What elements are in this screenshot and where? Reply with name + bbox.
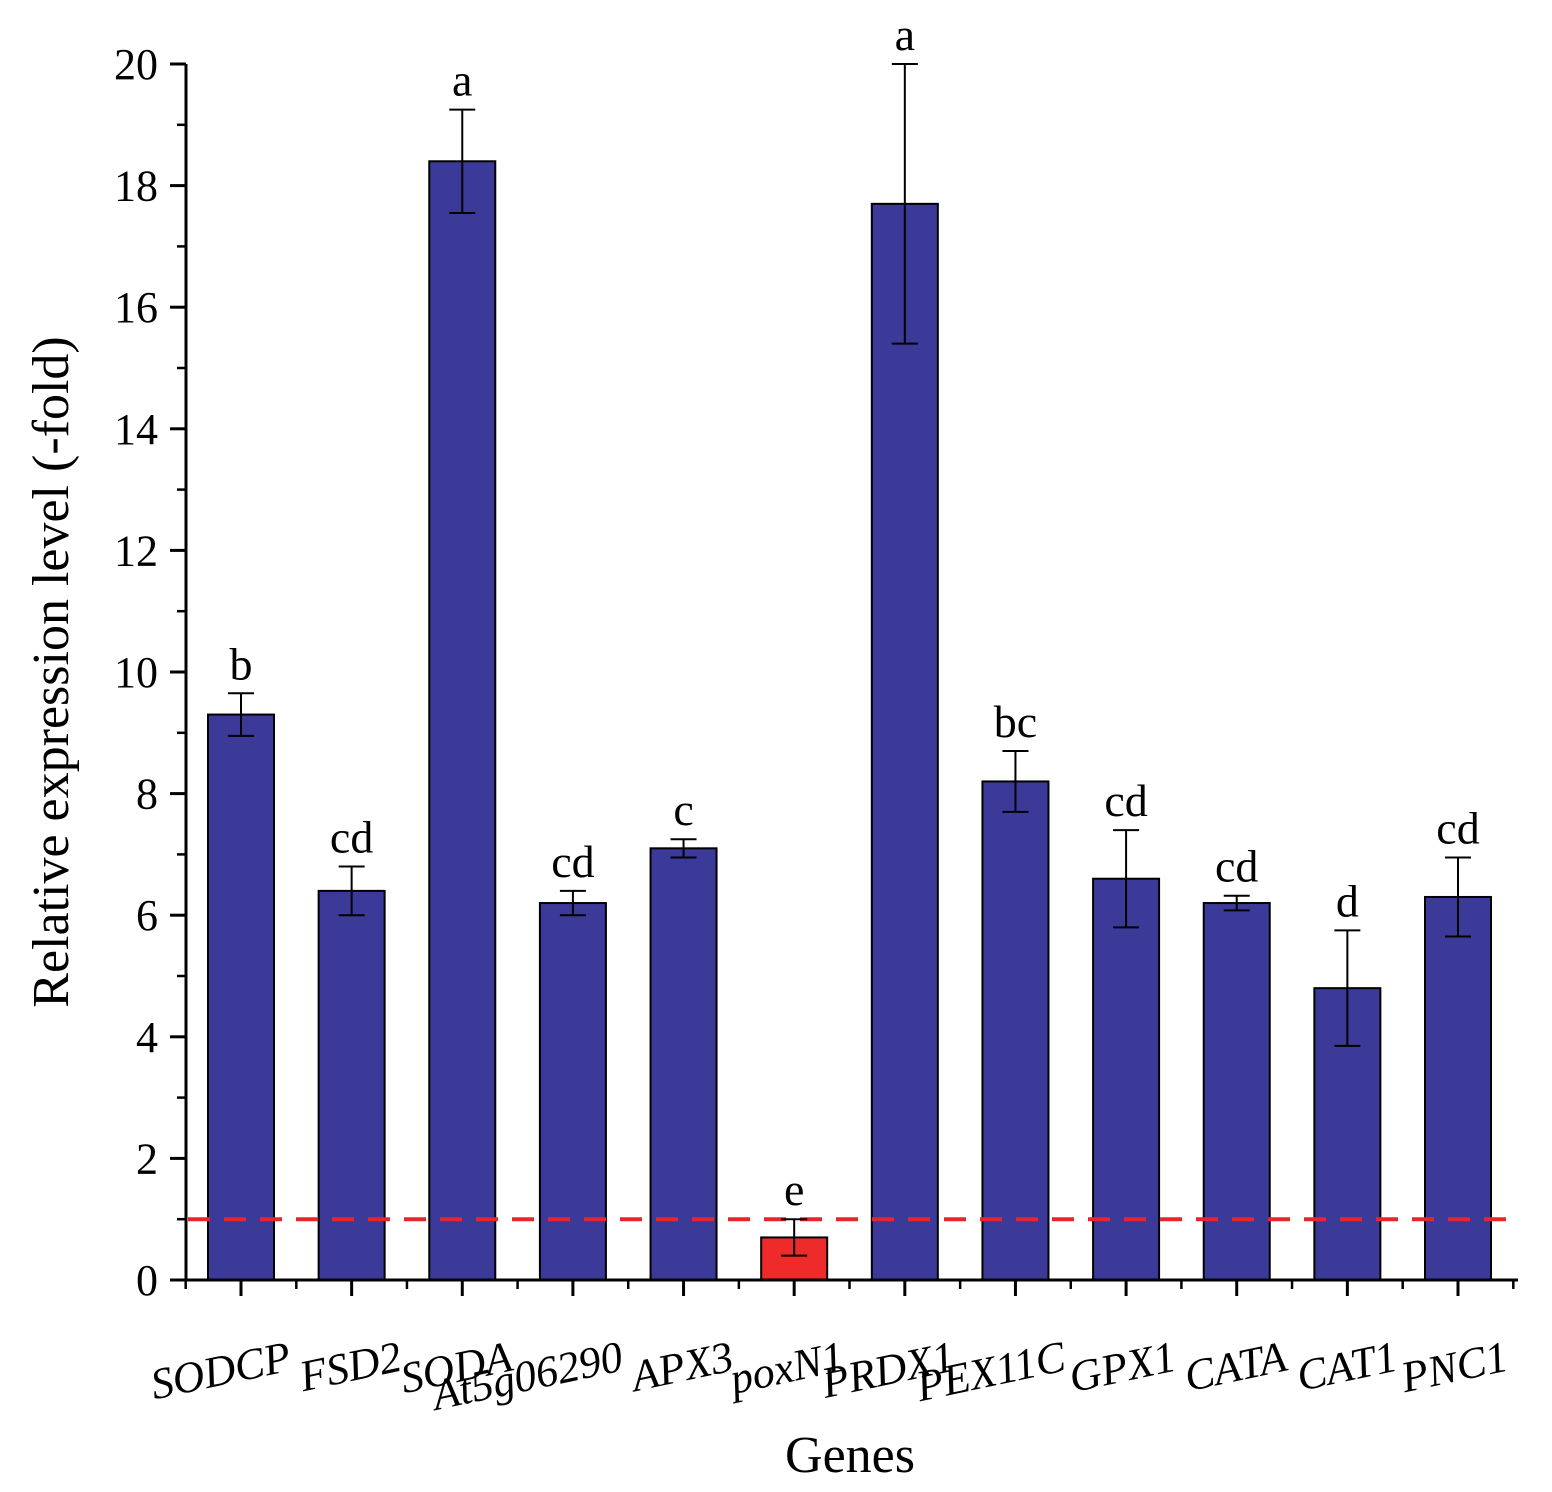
y-tick-label: 6: [136, 891, 158, 940]
y-tick-label: 0: [136, 1256, 158, 1305]
error-bar: [449, 108, 476, 214]
bars-layer: [207, 160, 1492, 1282]
bar-apx3: [649, 847, 718, 1281]
bar-gpx1: [1092, 877, 1161, 1281]
y-tick-label: 8: [136, 770, 158, 819]
y-tick-label: 2: [136, 1134, 158, 1183]
bar-fsd2: [317, 889, 386, 1281]
bar-pnc1: [1424, 895, 1492, 1282]
significance-label: cd: [1436, 802, 1479, 853]
bar-sodcp: [207, 713, 275, 1281]
x-category-label: APX3: [624, 1332, 738, 1402]
significance-label: cd: [330, 812, 373, 863]
x-category-label: GPX1: [1065, 1332, 1180, 1402]
x-category-label: SODCP: [146, 1332, 295, 1409]
significance-label: b: [230, 638, 253, 689]
error-bar: [1223, 894, 1250, 912]
y-tick-label: 20: [114, 40, 158, 89]
error-bar: [781, 1218, 808, 1257]
bar-at5g06290: [538, 902, 607, 1281]
significance-label: c: [673, 784, 693, 835]
error-bar: [1445, 856, 1471, 938]
bar-cata: [1202, 902, 1271, 1281]
significance-label: a: [895, 9, 915, 60]
y-tick-label: 4: [136, 1013, 158, 1062]
significance-label: cd: [551, 836, 594, 887]
x-category-label: CATA: [1180, 1332, 1292, 1402]
y-tick-label: 10: [114, 648, 158, 697]
y-axis-title: Relative expression level (-fold): [23, 336, 80, 1007]
significance-label: d: [1336, 875, 1359, 926]
y-tick-label: 14: [114, 405, 158, 454]
significance-label: cd: [1215, 841, 1258, 892]
error-bar: [891, 63, 918, 345]
error-bar: [559, 889, 586, 917]
x-category-label: FSD2: [294, 1332, 406, 1401]
bar-pex11c: [981, 780, 1050, 1281]
significance-label: cd: [1104, 775, 1147, 826]
y-tick-label: 18: [114, 162, 158, 211]
x-category-label: CAT1: [1292, 1332, 1401, 1401]
error-bar: [1334, 929, 1361, 1047]
error-bars-layer: [228, 63, 1471, 1257]
y-ticks-layer: 0 2 4 6 8 10 12 14 16 18 20: [114, 40, 186, 1305]
error-bar: [1113, 829, 1140, 929]
x-category-label: PNC1: [1396, 1332, 1512, 1403]
error-bar: [228, 692, 254, 737]
y-tick-label: 12: [114, 526, 158, 575]
significance-labels-layer: b cd a cd c e a bc cd cd d cd: [230, 9, 1480, 1215]
error-bar: [670, 838, 697, 859]
significance-label: e: [784, 1164, 804, 1215]
x-axis-title: Genes: [785, 1427, 915, 1484]
y-tick-label: 16: [114, 283, 158, 332]
bar-soda: [428, 160, 497, 1281]
significance-label: a: [452, 55, 472, 106]
error-bar: [1002, 750, 1029, 813]
significance-label: bc: [994, 696, 1037, 747]
error-bar: [338, 865, 365, 917]
bar-prdx1: [870, 202, 939, 1282]
